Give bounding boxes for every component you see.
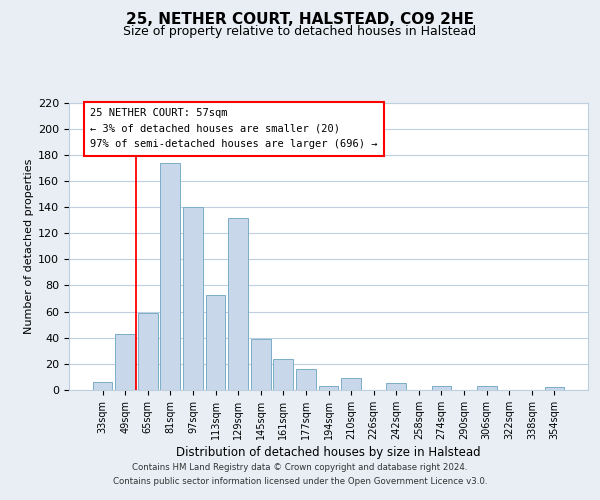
Text: 25 NETHER COURT: 57sqm
← 3% of detached houses are smaller (20)
97% of semi-deta: 25 NETHER COURT: 57sqm ← 3% of detached … xyxy=(90,108,377,150)
Bar xyxy=(160,162,180,390)
Bar xyxy=(138,313,158,390)
Y-axis label: Number of detached properties: Number of detached properties xyxy=(24,158,34,334)
Bar xyxy=(545,388,565,390)
Bar xyxy=(274,358,293,390)
Bar xyxy=(341,378,361,390)
Bar xyxy=(206,294,226,390)
Bar xyxy=(477,386,497,390)
Bar xyxy=(251,339,271,390)
Bar xyxy=(319,386,338,390)
Bar xyxy=(115,334,135,390)
Text: 25, NETHER COURT, HALSTEAD, CO9 2HE: 25, NETHER COURT, HALSTEAD, CO9 2HE xyxy=(126,12,474,28)
Bar xyxy=(183,207,203,390)
Bar xyxy=(296,369,316,390)
Bar xyxy=(92,382,112,390)
Bar xyxy=(431,386,451,390)
Bar xyxy=(386,384,406,390)
Bar xyxy=(228,218,248,390)
Text: Size of property relative to detached houses in Halstead: Size of property relative to detached ho… xyxy=(124,25,476,38)
X-axis label: Distribution of detached houses by size in Halstead: Distribution of detached houses by size … xyxy=(176,446,481,459)
Text: Contains HM Land Registry data © Crown copyright and database right 2024.: Contains HM Land Registry data © Crown c… xyxy=(132,464,468,472)
Text: Contains public sector information licensed under the Open Government Licence v3: Contains public sector information licen… xyxy=(113,477,487,486)
